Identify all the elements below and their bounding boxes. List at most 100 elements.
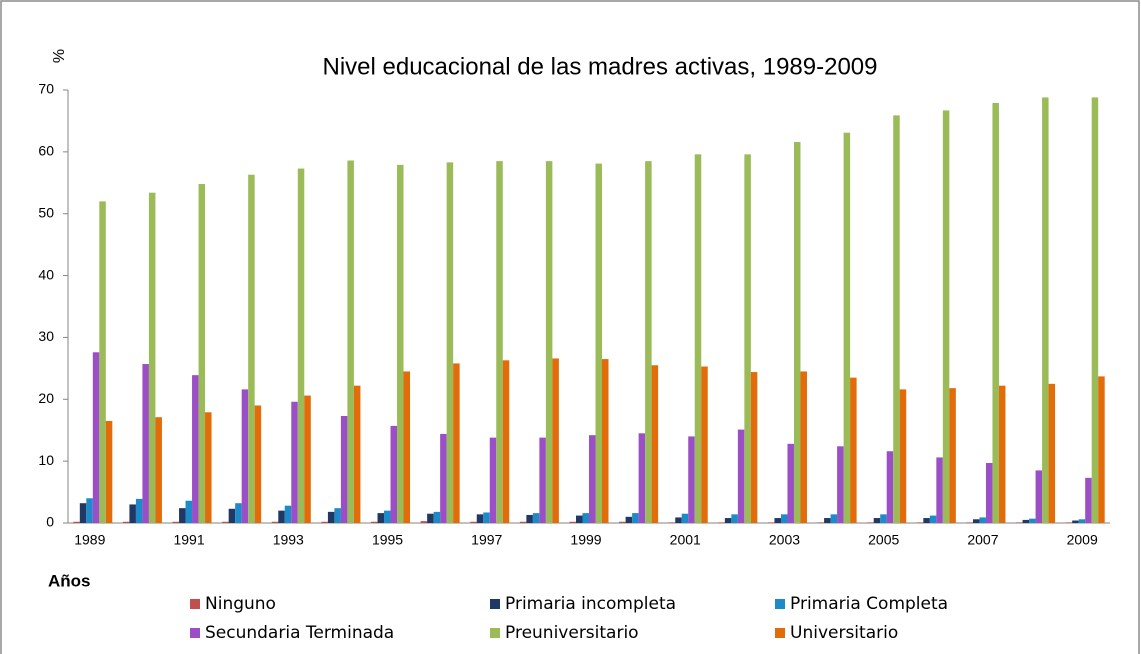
legend-swatch <box>190 599 200 609</box>
bar <box>850 377 857 523</box>
bar <box>582 513 589 523</box>
bar <box>291 401 298 523</box>
bar <box>837 446 844 523</box>
bar <box>1029 518 1036 523</box>
bar <box>179 508 186 523</box>
bar <box>1035 470 1043 523</box>
bar <box>867 522 874 523</box>
bar <box>235 503 242 523</box>
bar <box>880 514 887 523</box>
bar <box>340 415 348 523</box>
bar <box>1072 520 1079 523</box>
bar <box>278 510 285 523</box>
bar <box>397 164 404 523</box>
bar <box>297 168 305 523</box>
bar <box>681 513 689 523</box>
bar <box>1091 97 1099 524</box>
x-tick-label: 2005 <box>868 532 899 548</box>
bar <box>377 513 385 523</box>
bar <box>985 462 993 523</box>
bar <box>440 433 447 523</box>
legend-label: Secundaria Terminada <box>205 623 394 643</box>
legend-swatch <box>490 599 500 609</box>
bar <box>737 429 745 523</box>
bar <box>99 201 106 524</box>
bar <box>545 161 553 523</box>
bar <box>1078 519 1086 523</box>
bar <box>371 521 378 523</box>
bar <box>843 132 851 523</box>
legend-swatch <box>190 628 200 638</box>
bar <box>893 115 900 524</box>
bar <box>453 363 460 523</box>
bar <box>304 395 311 523</box>
bar <box>830 514 838 523</box>
y-tick-label: 10 <box>38 452 54 468</box>
bar <box>1065 522 1073 523</box>
bar <box>602 359 609 523</box>
bar <box>496 161 503 523</box>
x-axis-label: Años <box>48 571 91 590</box>
bar <box>569 521 576 523</box>
legend-swatch <box>775 628 785 638</box>
legend-label: Primaria incompleta <box>505 594 676 614</box>
bar <box>539 437 546 523</box>
x-tick-label: 1993 <box>273 532 304 548</box>
bar <box>135 498 143 523</box>
bar <box>403 371 411 523</box>
bar <box>886 451 894 523</box>
y-tick-label: 30 <box>38 328 54 344</box>
bar <box>519 521 527 523</box>
bar <box>1098 376 1105 523</box>
x-tick-label: 2007 <box>967 532 998 548</box>
bar <box>129 504 136 523</box>
bar <box>502 360 510 523</box>
bar <box>966 522 973 523</box>
bar <box>470 521 477 523</box>
bar <box>916 522 924 523</box>
bar <box>1048 383 1056 523</box>
x-tick-label: 1989 <box>74 532 105 548</box>
bar <box>949 388 956 523</box>
bar <box>271 521 279 523</box>
bar <box>105 420 113 523</box>
bar <box>767 522 775 523</box>
legend-swatch <box>775 599 785 609</box>
bar <box>334 508 341 523</box>
bar <box>873 518 881 523</box>
bar <box>979 517 986 523</box>
legend-swatch <box>490 628 500 638</box>
bar <box>780 514 788 523</box>
y-tick-label: 50 <box>38 204 54 220</box>
bar <box>688 436 695 523</box>
x-tick-label: 2001 <box>670 532 701 548</box>
legend-label: Preuniversitario <box>505 623 639 643</box>
x-tick-label: 1997 <box>471 532 502 548</box>
bar <box>148 192 156 523</box>
bar <box>155 417 162 523</box>
bar <box>645 161 652 523</box>
bar <box>992 102 999 524</box>
bar <box>651 365 659 523</box>
x-tick-label: 1995 <box>372 532 403 548</box>
y-tick-label: 40 <box>38 266 54 282</box>
bar <box>433 511 441 523</box>
bar <box>483 512 490 523</box>
bar <box>589 435 596 523</box>
bar <box>446 162 454 523</box>
bar <box>321 521 328 523</box>
bar <box>936 457 943 523</box>
bar <box>192 375 199 523</box>
bar <box>576 515 583 523</box>
bar <box>694 154 702 523</box>
bar <box>254 405 262 523</box>
bar <box>942 110 950 524</box>
bar <box>998 385 1006 523</box>
bar <box>625 516 633 523</box>
bar <box>384 510 391 523</box>
bar <box>205 412 212 523</box>
bar <box>793 141 801 523</box>
bar <box>420 521 428 523</box>
bar <box>744 154 751 523</box>
bar <box>347 160 354 523</box>
